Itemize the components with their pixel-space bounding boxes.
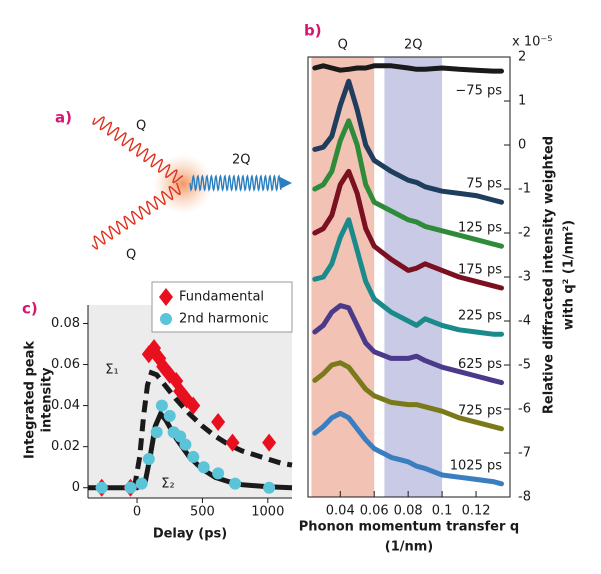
y-tick-label: 0.04 xyxy=(51,398,80,413)
y-axis-title: intensity xyxy=(40,367,55,432)
panel-label: c) xyxy=(22,300,38,318)
wave xyxy=(92,116,184,184)
region-label: 2Q xyxy=(404,38,423,53)
region xyxy=(384,57,443,497)
spectrum-line xyxy=(312,217,504,337)
panel-label: a) xyxy=(55,109,72,127)
y-tick-label: 0.02 xyxy=(51,439,80,454)
arrow-head xyxy=(280,177,292,189)
fit-label: Σ₂ xyxy=(161,477,174,492)
fit-line xyxy=(131,369,293,489)
x-tick-label: 0.06 xyxy=(360,504,389,519)
y-tick-label: -3 xyxy=(518,270,531,285)
wave xyxy=(91,182,181,250)
spectrum-line xyxy=(312,118,504,249)
data-point xyxy=(95,481,108,494)
spectrum-line xyxy=(312,78,504,205)
data-point xyxy=(197,461,210,474)
data-point xyxy=(263,481,276,494)
data-point xyxy=(150,426,163,439)
data-point xyxy=(186,396,201,415)
waves xyxy=(91,116,282,250)
series-label: 625 ps xyxy=(458,357,502,372)
y-tick-label: 0 xyxy=(72,480,80,495)
data-point xyxy=(155,399,168,412)
y-tick-label: 0 xyxy=(518,138,526,153)
series-label: 1025 ps xyxy=(450,458,502,473)
output-label: 2Q xyxy=(232,153,251,168)
data-point xyxy=(262,433,277,452)
y-tick-label: 0.06 xyxy=(51,357,80,372)
y-tick-label: -5 xyxy=(518,358,531,373)
region-label: Q xyxy=(338,38,348,53)
data-point xyxy=(225,433,240,452)
data-point xyxy=(179,438,192,451)
x-tick-label: 0.12 xyxy=(462,504,491,519)
series-label: 125 ps xyxy=(458,221,502,236)
y-tick-label: 0.08 xyxy=(51,316,80,331)
x-tick-label: 1000 xyxy=(251,505,284,520)
x-tick-label: 0.04 xyxy=(326,504,355,519)
panel-label: b) xyxy=(304,22,322,40)
data-point xyxy=(187,450,200,463)
legend-marker xyxy=(159,288,173,306)
data-point xyxy=(124,481,137,494)
data-point xyxy=(163,409,176,422)
spectrum-line xyxy=(312,168,504,291)
y-tick-label: -8 xyxy=(518,490,531,505)
y-tick-label: 2 xyxy=(518,50,526,65)
beam-label: Q xyxy=(126,248,136,263)
y-tick-label: -1 xyxy=(518,182,531,197)
y-tick-label: -4 xyxy=(518,314,531,329)
y-tick-label: -6 xyxy=(518,402,531,417)
series-label: 75 ps xyxy=(466,177,502,192)
x-axis-title: Phonon momentum transfer q xyxy=(299,520,519,535)
data-point xyxy=(142,452,155,465)
axis-exponent: x 10⁻⁵ xyxy=(512,35,552,50)
y-tick-label: 1 xyxy=(518,94,526,109)
y-axis-title: Integrated peak xyxy=(23,341,38,459)
x-tick-label: 0.1 xyxy=(432,504,453,519)
data-point xyxy=(229,477,242,490)
spectrum-line xyxy=(312,360,504,432)
x-axis-title: Delay (ps) xyxy=(153,527,227,542)
series-label: −75 ps xyxy=(455,84,502,99)
spectrum-line xyxy=(312,63,504,74)
fit-label: Σ₁ xyxy=(105,363,118,378)
x-axis-title: (1/nm) xyxy=(385,540,433,555)
series-label: 175 ps xyxy=(458,263,502,278)
spectrum-line xyxy=(312,303,504,386)
legend-box xyxy=(151,281,293,333)
series-label: 725 ps xyxy=(458,403,502,418)
data-point xyxy=(211,413,226,432)
data-point xyxy=(212,467,225,480)
legend-marker xyxy=(160,313,172,325)
y-tick-label: -2 xyxy=(518,226,531,241)
beam-label: Q xyxy=(136,119,146,134)
data-point xyxy=(135,477,148,490)
x-tick-label: 0.08 xyxy=(394,504,423,519)
y-axis-title: with q² (1/nm²) xyxy=(562,220,577,330)
y-axis-title: Relative diffracted intensity weighted xyxy=(542,136,557,414)
spectrum-line xyxy=(312,410,504,487)
x-tick-label: 500 xyxy=(190,505,215,520)
wave xyxy=(189,174,282,192)
legend-label: Fundamental xyxy=(179,290,264,305)
series-label: 225 ps xyxy=(458,309,502,324)
y-tick-label: -7 xyxy=(518,446,531,461)
x-tick-label: 0 xyxy=(133,505,141,520)
legend-label: 2nd harmonic xyxy=(179,312,269,327)
